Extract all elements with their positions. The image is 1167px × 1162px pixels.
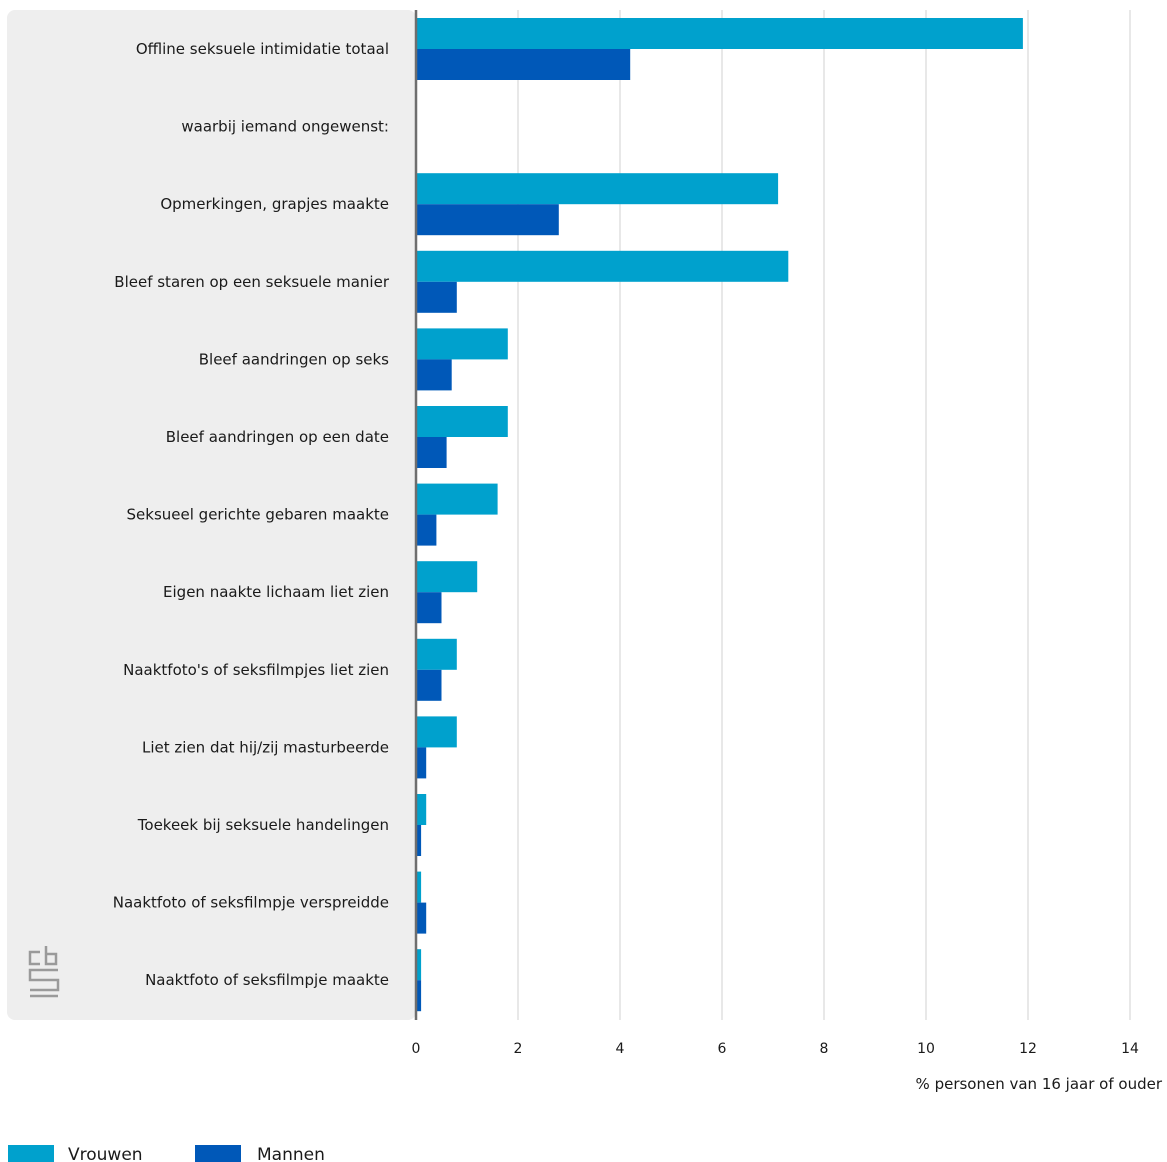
category-label: Naaktfoto of seksfilmpje verspreidde [113, 894, 389, 912]
category-label: Toekeek bij seksuele handelingen [137, 816, 389, 834]
bar-mannen[interactable] [416, 825, 422, 856]
category-label: Bleef staren op een seksuele manier [114, 273, 390, 291]
category-panel [7, 10, 416, 1020]
bar-vrouwen[interactable] [416, 561, 478, 593]
bar-vrouwen[interactable] [416, 949, 422, 981]
category-label: waarbij iemand ongewenst: [181, 118, 389, 136]
category-label: Opmerkingen, grapjes maakte [160, 195, 389, 213]
category-label: Liet zien dat hij/zij masturbeerde [142, 738, 389, 756]
bar-vrouwen[interactable] [416, 871, 422, 903]
category-label: Seksueel gerichte gebaren maakte [127, 506, 389, 524]
bar-vrouwen[interactable] [416, 638, 457, 670]
bar-vrouwen[interactable] [416, 716, 457, 748]
legend-label-mannen: Mannen [257, 1145, 325, 1162]
x-tick-label: 8 [820, 1041, 829, 1057]
x-tick-label: 12 [1019, 1041, 1037, 1057]
bar-mannen[interactable] [416, 669, 442, 701]
bar-vrouwen[interactable] [416, 328, 508, 360]
legend-label-vrouwen: Vrouwen [68, 1145, 143, 1162]
bar-mannen[interactable] [416, 902, 427, 934]
x-tick-label: 0 [412, 1041, 421, 1057]
bar-mannen[interactable] [416, 437, 447, 468]
bar-mannen[interactable] [416, 204, 559, 236]
x-tick-label: 2 [514, 1041, 523, 1057]
x-tick-label: 10 [917, 1041, 935, 1057]
x-axis-title: % personen van 16 jaar of ouder [916, 1075, 1163, 1093]
bar-vrouwen[interactable] [416, 406, 508, 437]
category-label: Bleef aandringen op seks [199, 350, 389, 368]
bar-mannen[interactable] [416, 592, 442, 624]
category-label: Eigen naakte lichaam liet zien [163, 583, 389, 601]
bar-vrouwen[interactable] [416, 173, 779, 205]
bar-mannen[interactable] [416, 359, 452, 391]
bar-mannen[interactable] [416, 514, 437, 546]
category-label: Offline seksuele intimidatie totaal [136, 40, 389, 58]
bar-vrouwen[interactable] [416, 250, 789, 282]
category-label: Bleef aandringen op een date [166, 428, 389, 446]
bar-mannen[interactable] [416, 980, 422, 1012]
cbs-logo-icon [28, 946, 60, 998]
bar-vrouwen[interactable] [416, 794, 427, 825]
bar-mannen[interactable] [416, 281, 457, 313]
bar-vrouwen[interactable] [416, 483, 498, 515]
category-label: Naaktfoto's of seksfilmpjes liet zien [123, 661, 389, 679]
legend-swatch-mannen [195, 1145, 241, 1162]
x-tick-label: 14 [1121, 1041, 1139, 1057]
bar-vrouwen[interactable] [416, 18, 1023, 49]
legend-swatch-vrouwen [8, 1145, 54, 1162]
x-tick-label: 6 [718, 1041, 727, 1057]
bar-mannen[interactable] [416, 747, 427, 779]
bar-mannen[interactable] [416, 49, 631, 80]
category-label: Naaktfoto of seksfilmpje maakte [145, 971, 389, 989]
x-tick-label: 4 [616, 1041, 625, 1057]
